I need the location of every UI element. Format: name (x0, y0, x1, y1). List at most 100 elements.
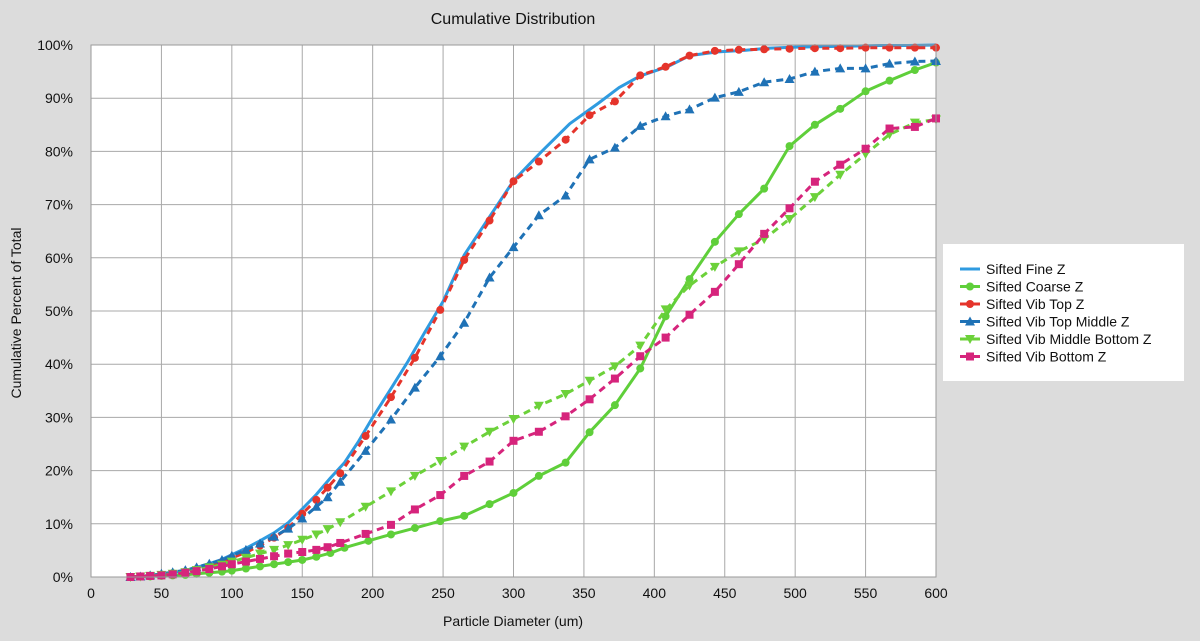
data-point-sifted-vib-middle-bottom-z (809, 193, 820, 203)
data-point-sifted-vib-top-middle-z (335, 476, 346, 486)
legend-item-sifted-vib-middle-bottom-z: Sifted Vib Middle Bottom Z (960, 331, 1152, 347)
data-point-sifted-vib-top-middle-z (508, 242, 519, 252)
data-point-sifted-coarse-z (270, 560, 279, 569)
chart-title: Cumulative Distribution (431, 11, 596, 28)
data-point-sifted-coarse-z (460, 511, 469, 520)
data-point-sifted-vib-middle-bottom-z (255, 549, 265, 559)
data-point-sifted-vib-top-z (785, 44, 794, 53)
data-point-sifted-coarse-z (509, 488, 518, 497)
series-sifted-vib-bottom-z (126, 114, 940, 581)
y-axis-label: Cumulative Percent of Total (8, 228, 24, 399)
x-axis-label: Particle Diameter (um) (443, 613, 583, 629)
data-point-sifted-vib-top-middle-z (297, 513, 308, 523)
data-point-sifted-vib-bottom-z (460, 471, 469, 480)
data-point-sifted-coarse-z (885, 76, 894, 85)
legend-label: Sifted Vib Middle Bottom Z (986, 331, 1152, 347)
plot-frame (90, 44, 937, 578)
data-point-sifted-vib-middle-bottom-z (322, 525, 333, 535)
data-point-sifted-vib-bottom-z (436, 491, 445, 500)
y-tick-label: 0% (53, 569, 73, 585)
data-point-sifted-coarse-z (386, 530, 395, 539)
data-point-sifted-vib-top-z (810, 44, 819, 53)
data-point-sifted-vib-top-middle-z (584, 154, 595, 164)
data-point-sifted-coarse-z (685, 275, 694, 284)
y-tick-label: 90% (45, 90, 73, 106)
data-point-sifted-vib-top-middle-z (459, 317, 470, 327)
data-point-sifted-vib-middle-bottom-z (609, 362, 620, 372)
data-point-sifted-coarse-z (410, 524, 419, 533)
data-point-sifted-vib-middle-bottom-z (584, 376, 595, 386)
data-point-sifted-vib-bottom-z (157, 571, 166, 580)
y-tick-label: 70% (45, 197, 73, 213)
data-point-sifted-coarse-z (256, 562, 264, 571)
data-point-sifted-vib-top-middle-z (311, 501, 322, 511)
data-point-sifted-vib-bottom-z (312, 545, 321, 554)
data-point-sifted-vib-top-z (361, 432, 370, 441)
data-point-sifted-vib-top-z (636, 71, 645, 80)
grid-layer (90, 44, 937, 578)
data-point-sifted-vib-top-middle-z (733, 86, 744, 96)
x-tick-label: 100 (220, 585, 244, 601)
x-tick-label: 350 (572, 585, 596, 601)
data-point-sifted-vib-middle-bottom-z (335, 518, 346, 528)
legend-items: Sifted Fine Z Sifted Coarse Z Sifted Vib T… (960, 261, 1152, 365)
data-point-sifted-vib-middle-bottom-z (385, 487, 396, 497)
data-point-sifted-vib-bottom-z (561, 412, 570, 421)
data-point-sifted-vib-middle-bottom-z (269, 545, 280, 555)
data-point-sifted-vib-bottom-z (241, 557, 250, 566)
legend-label: Sifted Vib Bottom Z (986, 349, 1107, 365)
y-tick-label: 60% (45, 250, 73, 266)
legend-label: Sifted Coarse Z (986, 279, 1084, 295)
data-point-sifted-vib-bottom-z (485, 457, 494, 466)
data-point-sifted-vib-middle-bottom-z (660, 305, 671, 315)
data-point-sifted-vib-bottom-z (136, 572, 145, 581)
data-point-sifted-vib-bottom-z (760, 229, 769, 238)
data-point-sifted-vib-top-z (861, 43, 870, 52)
data-point-sifted-coarse-z (364, 536, 373, 545)
data-point-sifted-vib-bottom-z (181, 568, 190, 577)
data-point-sifted-coarse-z (227, 566, 236, 575)
data-point-sifted-vib-top-middle-z (709, 92, 720, 102)
data-point-sifted-vib-top-middle-z (759, 77, 770, 87)
data-point-sifted-vib-top-middle-z (255, 538, 265, 548)
data-point-sifted-coarse-z (585, 428, 594, 437)
data-point-sifted-coarse-z (910, 66, 919, 75)
data-point-sifted-coarse-z (861, 87, 870, 96)
data-point-sifted-vib-top-z (410, 353, 419, 362)
legend-label: Sifted Fine Z (986, 261, 1066, 277)
data-point-sifted-vib-middle-bottom-z (360, 502, 371, 512)
data-point-sifted-vib-bottom-z (734, 260, 743, 269)
data-point-sifted-vib-bottom-z (610, 374, 619, 383)
data-point-sifted-vib-bottom-z (585, 395, 594, 404)
data-point-sifted-vib-top-z (561, 135, 570, 144)
data-point-sifted-vib-bottom-z (810, 177, 819, 186)
data-point-sifted-coarse-z (810, 120, 819, 129)
data-point-sifted-vib-bottom-z (509, 436, 518, 445)
series-layer (125, 43, 941, 582)
data-point-sifted-vib-bottom-z (256, 554, 264, 563)
x-tick-label: 200 (361, 585, 385, 601)
data-point-sifted-vib-top-z (836, 44, 845, 53)
y-tick-label: 50% (45, 303, 73, 319)
data-point-sifted-vib-bottom-z (386, 520, 395, 529)
legend-swatch-marker (965, 316, 975, 326)
x-tick-label: 150 (291, 585, 315, 601)
data-point-sifted-vib-middle-bottom-z (560, 389, 571, 399)
data-point-sifted-vib-top-z (685, 51, 694, 60)
x-tick-label: 400 (643, 585, 667, 601)
legend-item-sifted-vib-top-middle-z: Sifted Vib Top Middle Z (960, 314, 1130, 330)
legend: Sifted Fine Z Sifted Coarse Z Sifted Vib T… (943, 244, 1184, 381)
data-point-sifted-vib-top-middle-z (635, 120, 646, 130)
data-point-sifted-vib-top-middle-z (533, 210, 544, 220)
data-point-sifted-coarse-z (636, 364, 645, 373)
data-point-sifted-vib-top-middle-z (660, 111, 671, 121)
data-point-sifted-coarse-z (836, 104, 845, 113)
x-tick-label: 450 (713, 585, 737, 601)
data-point-sifted-vib-middle-bottom-z (884, 130, 895, 140)
data-point-sifted-coarse-z (312, 552, 321, 561)
data-point-sifted-vib-bottom-z (146, 571, 155, 580)
data-point-sifted-vib-top-z (585, 111, 594, 120)
data-point-sifted-vib-top-z (460, 255, 469, 264)
legend-label: Sifted Vib Top Middle Z (986, 314, 1130, 330)
data-point-sifted-vib-top-z (710, 46, 719, 55)
